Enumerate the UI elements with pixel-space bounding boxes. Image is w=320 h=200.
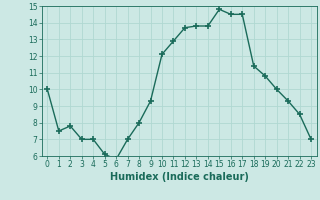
X-axis label: Humidex (Indice chaleur): Humidex (Indice chaleur) bbox=[110, 172, 249, 182]
